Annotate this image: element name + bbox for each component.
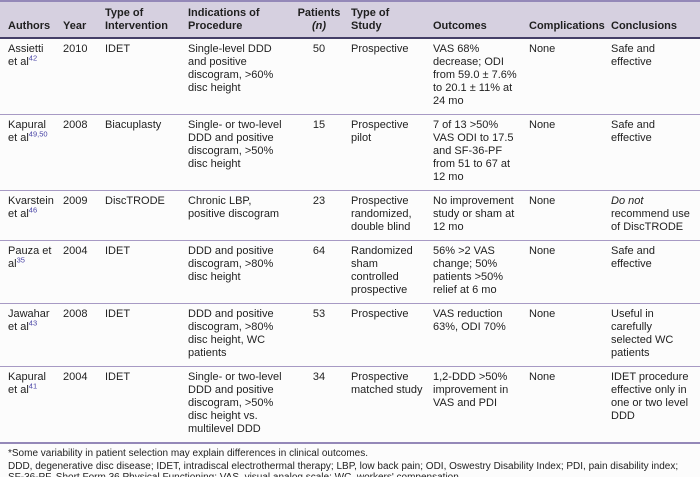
cell-conclusions: Safe and effective <box>608 38 700 115</box>
cell-complications: None <box>526 190 608 241</box>
cell-study: Prospective pilot <box>348 114 430 191</box>
header-row: Authors Year Type of Intervention Indicat… <box>0 0 700 39</box>
cell-patients: 50 <box>292 38 348 115</box>
cell-year: 2004 <box>60 240 102 304</box>
cell-complications: None <box>526 38 608 115</box>
cell-intervention: IDET <box>102 303 185 367</box>
cell-conclusions: Do not recommend use of DiscTRODE <box>608 190 700 241</box>
cell-study: Randomized sham controlled prospective <box>348 240 430 304</box>
cell-patients: 53 <box>292 303 348 367</box>
cell-year: 2008 <box>60 303 102 367</box>
citation-ref[interactable]: 46 <box>28 205 38 215</box>
citation-ref[interactable]: 35 <box>16 255 25 265</box>
col-header-authors: Authors <box>0 0 60 39</box>
footnote-variability: *Some variability in patient selection m… <box>8 448 368 459</box>
citation-ref[interactable]: 49,50 <box>28 129 48 139</box>
cell-conclusions: Safe and effective <box>608 114 700 191</box>
cell-complications: None <box>526 114 608 191</box>
col-header-year: Year <box>60 0 102 39</box>
cell-year: 2009 <box>60 190 102 241</box>
cell-indications: DDD and positive discogram, >80% disc he… <box>185 303 292 367</box>
cell-intervention: IDET <box>102 240 185 304</box>
cell-outcomes: VAS reduction 63%, ODI 70% <box>430 303 526 367</box>
cell-indications: Single- or two-level DDD and positive di… <box>185 366 292 444</box>
col-header-complications: Complications <box>526 0 608 39</box>
cell-patients: 23 <box>292 190 348 241</box>
cell-indications: Single-level DDD and positive discogram,… <box>185 38 292 115</box>
cell-study: Prospective <box>348 38 430 115</box>
cell-intervention: Biacuplasty <box>102 114 185 191</box>
cell-indications: Single- or two-level DDD and positive di… <box>185 114 292 191</box>
col-header-patients: Patients (n) <box>292 0 348 39</box>
cell-study: Prospective <box>348 303 430 367</box>
cell-intervention: IDET <box>102 366 185 444</box>
cell-year: 2004 <box>60 366 102 444</box>
studies-table: Authors Year Type of Intervention Indicat… <box>0 0 700 444</box>
cell-patients: 15 <box>292 114 348 191</box>
cell-authors: Jawahar et al43 <box>0 303 60 367</box>
footnote-abbreviations: DDD, degenerative disc disease; IDET, in… <box>8 460 679 477</box>
col-header-outcomes: Outcomes <box>430 0 526 39</box>
cell-intervention: DiscTRODE <box>102 190 185 241</box>
table-row: Kvarstein et al46 2009 DiscTRODE Chronic… <box>0 190 700 241</box>
cell-intervention: IDET <box>102 38 185 115</box>
cell-authors: Pauza et al35 <box>0 240 60 304</box>
cell-study: Prospective matched study <box>348 366 430 444</box>
table-row: Kapural et al49,50 2008 Biacuplasty Sing… <box>0 114 700 191</box>
citation-ref[interactable]: 43 <box>28 318 38 328</box>
cell-complications: None <box>526 303 608 367</box>
citation-ref[interactable]: 42 <box>28 53 38 63</box>
cell-conclusions: Safe and effective <box>608 240 700 304</box>
cell-authors: Kvarstein et al46 <box>0 190 60 241</box>
cell-authors: Kapural et al41 <box>0 366 60 444</box>
cell-outcomes: No improvement study or sham at 12 mo <box>430 190 526 241</box>
cell-patients: 34 <box>292 366 348 444</box>
cell-authors: Kapural et al49,50 <box>0 114 60 191</box>
cell-outcomes: 7 of 13 >50% VAS ODI to 17.5 and SF-36-P… <box>430 114 526 191</box>
cell-study: Prospective randomized, double blind <box>348 190 430 241</box>
cell-complications: None <box>526 240 608 304</box>
cell-patients: 64 <box>292 240 348 304</box>
col-header-study: Type of Study <box>348 0 430 39</box>
cell-indications: DDD and positive discogram, >80% disc he… <box>185 240 292 304</box>
table-row: Pauza et al35 2004 IDET DDD and positive… <box>0 240 700 304</box>
cell-year: 2010 <box>60 38 102 115</box>
cell-conclusions: IDET procedure effective only in one or … <box>608 366 700 444</box>
cell-indications: Chronic LBP, positive discogram <box>185 190 292 241</box>
cell-outcomes: 56% >2 VAS change; 50% patients >50% rel… <box>430 240 526 304</box>
cell-outcomes: VAS 68% decrease; ODI from 59.0 ± 7.6% t… <box>430 38 526 115</box>
cell-outcomes: 1,2-DDD >50% improvement in VAS and PDI <box>430 366 526 444</box>
cell-conclusions: Useful in carefully selected WC patients <box>608 303 700 367</box>
cell-complications: None <box>526 366 608 444</box>
cell-authors: Assietti et al42 <box>0 38 60 115</box>
table-row: Kapural et al41 2004 IDET Single- or two… <box>0 366 700 444</box>
table-row: Assietti et al42 2010 IDET Single-level … <box>0 38 700 115</box>
cell-year: 2008 <box>60 114 102 191</box>
table-footnotes: *Some variability in patient selection m… <box>0 444 700 477</box>
col-header-indications: Indications of Procedure <box>185 0 292 39</box>
table-row: Jawahar et al43 2008 IDET DDD and positi… <box>0 303 700 367</box>
citation-ref[interactable]: 41 <box>28 381 38 391</box>
col-header-conclusions: Conclusions <box>608 0 700 39</box>
col-header-intervention: Type of Intervention <box>102 0 185 39</box>
